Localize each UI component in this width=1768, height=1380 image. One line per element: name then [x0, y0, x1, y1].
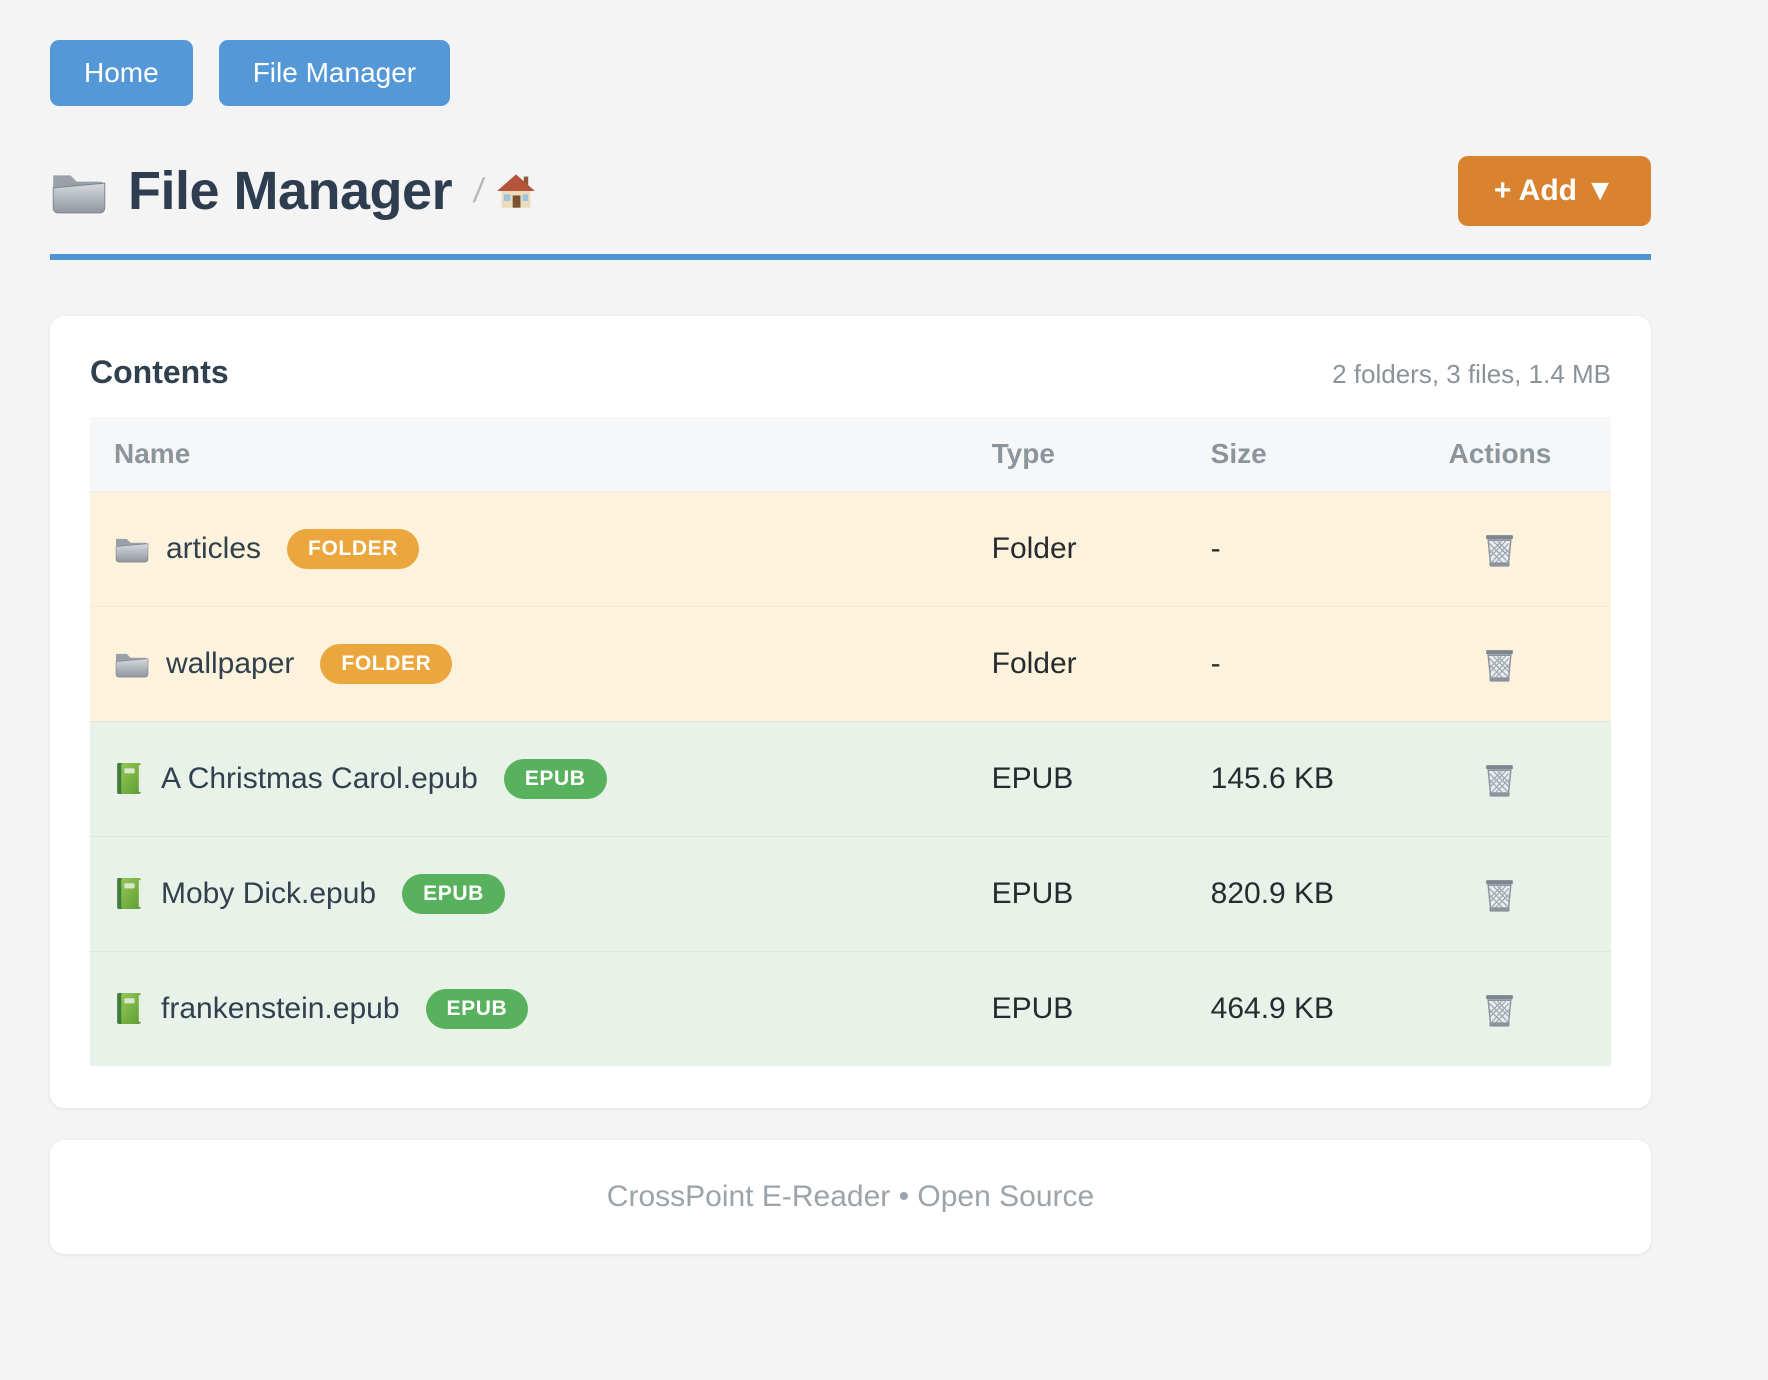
delete-button[interactable]: [1481, 646, 1518, 685]
file-type: Folder: [967, 491, 1187, 607]
green-book-icon: [117, 878, 142, 910]
page-header: File Manager / + Add ▼: [50, 156, 1651, 226]
breadcrumb-separator: /: [471, 171, 487, 210]
type-badge: FOLDER: [287, 528, 419, 569]
type-badge: EPUB: [503, 758, 607, 799]
wastebasket-icon: [1485, 764, 1515, 797]
wastebasket-icon: [1485, 649, 1515, 682]
delete-button[interactable]: [1481, 761, 1518, 800]
footer: CrossPoint E-Reader • Open Source: [50, 1139, 1651, 1254]
file-type: EPUB: [967, 835, 1187, 952]
title-divider: [50, 254, 1651, 260]
table-header-row: Name Type Size Actions: [90, 417, 1611, 492]
file-name: articles: [166, 531, 262, 565]
type-badge: EPUB: [425, 988, 529, 1029]
contents-summary: 2 folders, 3 files, 1.4 MB: [1332, 359, 1611, 389]
table-row[interactable]: Moby Dick.epub EPUB EPUB 820.9 KB: [90, 835, 1611, 952]
delete-button[interactable]: [1481, 876, 1518, 915]
green-book-icon: [117, 763, 142, 795]
file-size: 820.9 KB: [1186, 835, 1389, 952]
delete-button[interactable]: [1481, 531, 1518, 570]
table-row[interactable]: frankenstein.epub EPUB EPUB 464.9 KB: [90, 950, 1611, 1066]
type-badge: FOLDER: [320, 643, 453, 684]
green-book-icon: [117, 993, 142, 1025]
column-header-type: Type: [967, 417, 1187, 492]
file-size: -: [1186, 605, 1389, 722]
nav-button-file-manager[interactable]: File Manager: [218, 40, 451, 106]
folder-icon: [115, 539, 149, 563]
file-name: wallpaper: [166, 646, 295, 680]
file-name: frankenstein.epub: [161, 991, 400, 1025]
page: Home File Manager File Manager / + Add ▼…: [50, 0, 1651, 1254]
breadcrumb: /: [471, 171, 536, 211]
table-row[interactable]: wallpaper FOLDER Folder -: [90, 605, 1611, 722]
file-type: EPUB: [967, 950, 1187, 1066]
column-header-name: Name: [90, 417, 968, 492]
file-name: Moby Dick.epub: [161, 876, 377, 910]
top-nav: Home File Manager: [50, 0, 1651, 106]
footer-text: CrossPoint E-Reader • Open Source: [606, 1179, 1095, 1213]
wastebasket-icon: [1485, 534, 1515, 567]
folder-icon: [115, 653, 149, 678]
file-size: 145.6 KB: [1186, 720, 1389, 837]
column-header-size: Size: [1186, 417, 1389, 492]
folder-icon: [52, 174, 106, 214]
wastebasket-icon: [1485, 994, 1515, 1027]
table-row[interactable]: articles FOLDER Folder -: [90, 491, 1611, 607]
page-title-text: File Manager: [128, 161, 453, 221]
file-table-body: articles FOLDER Folder - wallpaper FOLDE…: [90, 491, 1611, 1066]
file-name: A Christmas Carol.epub: [161, 761, 478, 795]
file-type: Folder: [967, 605, 1187, 722]
file-type: EPUB: [967, 720, 1187, 837]
breadcrumb-home-link[interactable]: [496, 172, 536, 210]
house-icon: [496, 174, 535, 208]
contents-card: Contents 2 folders, 3 files, 1.4 MB Name…: [50, 316, 1651, 1108]
file-size: -: [1186, 491, 1389, 607]
type-badge: EPUB: [402, 873, 505, 914]
table-row[interactable]: A Christmas Carol.epub EPUB EPUB 145.6 K…: [90, 720, 1611, 837]
panel-title: Contents: [90, 354, 229, 390]
page-title: File Manager: [50, 160, 453, 222]
column-header-actions: Actions: [1388, 417, 1611, 492]
wastebasket-icon: [1485, 879, 1515, 912]
add-button[interactable]: + Add ▼: [1457, 156, 1651, 226]
delete-button[interactable]: [1481, 991, 1518, 1030]
file-size: 464.9 KB: [1186, 950, 1389, 1066]
nav-button-home[interactable]: Home: [50, 40, 193, 106]
file-table: Name Type Size Actions articles FOLDER F…: [90, 417, 1611, 1066]
